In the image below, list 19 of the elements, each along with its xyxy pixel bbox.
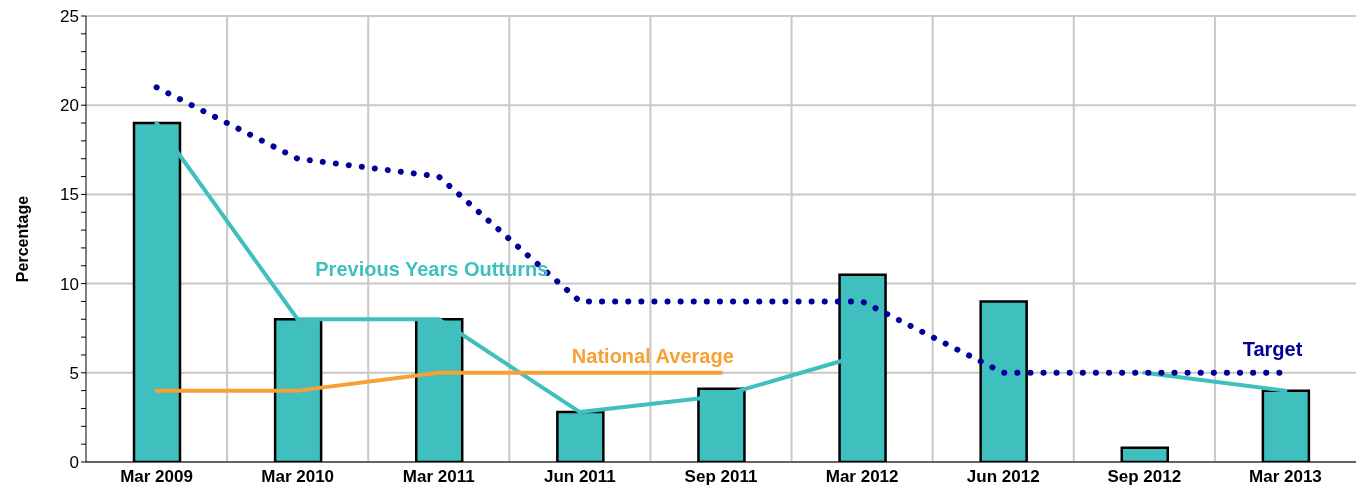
series-label: Target [1242,337,1303,360]
y-tick-label: 10 [60,274,79,294]
x-tick-label: Mar 2013 [1249,467,1322,487]
y-tick-label: 15 [60,185,79,205]
x-tick-label: Jun 2011 [543,467,616,487]
x-tick-label: Mar 2010 [261,467,335,487]
y-tick-label: 0 [69,453,79,473]
x-tick-label: Mar 2011 [402,467,475,487]
series-label: National Average [571,344,734,367]
y-tick-label: 5 [69,363,79,383]
series-label: Previous Years Outturns [315,257,549,280]
x-tick-label: Sep 2011 [684,467,758,487]
y-tick-label: 20 [60,96,79,116]
x-tick-label: Jun 2012 [966,467,1040,487]
x-tick-label: Sep 2012 [1107,467,1182,487]
x-tick-label: Mar 2009 [120,467,193,487]
x-tick-label: Mar 2012 [825,467,899,487]
y-axis-title: Percentage [13,195,31,283]
y-tick-label: 25 [60,7,79,27]
